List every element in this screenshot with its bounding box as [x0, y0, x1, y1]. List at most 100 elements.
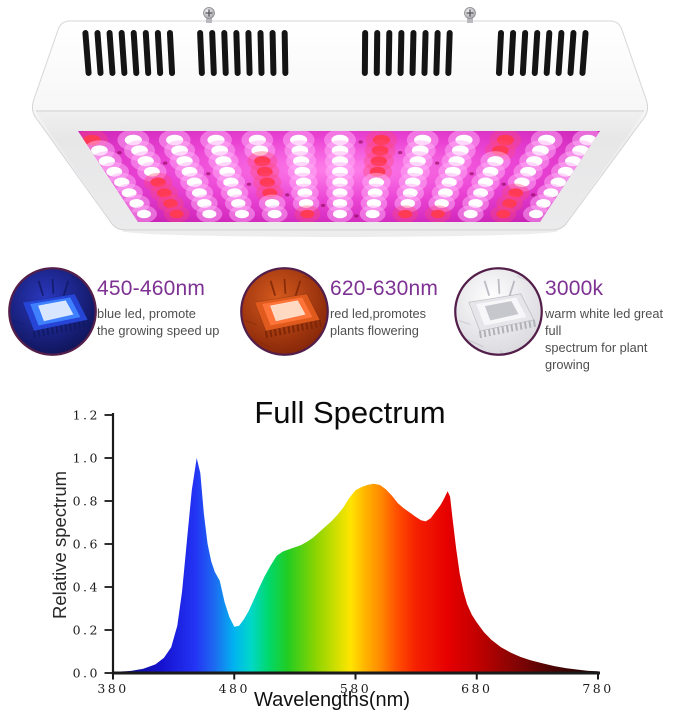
red-led	[169, 209, 184, 219]
red-led	[398, 209, 413, 219]
vent-slot	[221, 30, 229, 76]
x-axis-label: Wavelengths(nm)	[254, 689, 410, 710]
bond-wire	[62, 280, 70, 296]
pcb-trace	[459, 320, 471, 326]
vent-slot	[397, 30, 405, 76]
chip-die	[484, 300, 520, 322]
x-tick-label: 380	[97, 681, 128, 696]
vent-slot	[94, 30, 104, 76]
red-led	[163, 198, 178, 208]
chip-pin	[492, 328, 496, 336]
chip-pin	[37, 329, 41, 338]
vent-slot	[269, 30, 277, 76]
red-led	[259, 177, 275, 188]
x-tick-label: 480	[219, 681, 250, 696]
blue-led-chip-icon	[8, 267, 97, 356]
red-led	[502, 198, 517, 208]
white-led	[143, 166, 160, 177]
vent-slot	[555, 30, 565, 76]
dim-led	[354, 214, 359, 218]
vent-slot	[209, 30, 217, 76]
bond-wire	[37, 280, 45, 296]
pcb-trace	[285, 350, 293, 354]
vent-slot	[130, 30, 140, 76]
chip-pin	[478, 330, 482, 339]
white-led	[251, 145, 269, 156]
vent-slot	[543, 30, 553, 76]
red-led	[370, 156, 387, 167]
vent-slot	[373, 30, 381, 76]
chip-pin	[514, 323, 518, 331]
y-tick-label: 1.2	[73, 408, 100, 423]
feature-line: spectrum for plant growing	[545, 340, 648, 373]
vent-slot	[495, 30, 505, 76]
vent-slot	[106, 30, 116, 76]
chip-pin	[496, 327, 500, 335]
white-led	[333, 209, 347, 219]
bond-wire	[51, 278, 55, 294]
chip-pin	[73, 322, 77, 330]
vent-slot	[445, 30, 453, 76]
chip-pin	[32, 330, 36, 339]
vent-slot	[257, 30, 265, 76]
red-led	[254, 156, 271, 167]
red-led	[431, 209, 445, 219]
red-led	[508, 188, 524, 198]
chart-axes: 0.0 0.2 0.4 0.6 0.8 1.0 1.2 380 480 580 680 780	[73, 408, 612, 697]
vent-slot	[166, 30, 176, 76]
red-led	[372, 134, 390, 146]
chip-die	[38, 300, 74, 322]
dim-led	[434, 161, 440, 165]
vent-slot	[197, 30, 205, 76]
dim-led	[469, 172, 474, 176]
white-led	[463, 209, 478, 219]
vent-slot	[409, 30, 417, 76]
white-led	[514, 177, 530, 188]
chip-pin	[532, 319, 536, 327]
bond-wire	[497, 278, 501, 294]
chip-pin	[291, 325, 295, 333]
chip-pin	[528, 320, 532, 328]
chip-pin	[82, 320, 86, 328]
chip-pin	[77, 321, 81, 329]
dim-led	[162, 161, 168, 165]
vent-slot	[361, 30, 369, 76]
vent-slot	[579, 30, 589, 76]
chip-pin	[64, 324, 68, 332]
chip-pin	[264, 330, 268, 339]
vent-slot	[82, 30, 92, 76]
chip-pin	[287, 326, 291, 334]
chip-pin	[41, 329, 45, 337]
led-array	[78, 131, 600, 222]
red-led	[150, 177, 166, 188]
dim-led	[117, 150, 122, 155]
chip-pin	[519, 322, 523, 330]
bond-wire	[508, 280, 516, 296]
y-tick-label: 0.8	[73, 494, 100, 509]
red-led	[256, 166, 273, 177]
pcb-trace	[13, 320, 25, 326]
chip-art	[459, 275, 539, 354]
pcb-trace	[245, 320, 257, 326]
chip-pin	[273, 329, 277, 337]
red-led	[371, 145, 389, 156]
vent-slot	[433, 30, 441, 76]
chip-pin	[309, 321, 313, 329]
feature-heading: 3000k	[545, 277, 604, 300]
chip-pin	[59, 325, 63, 333]
y-tick-label: 1.0	[73, 451, 100, 466]
feature-line: blue led, promote	[97, 306, 196, 321]
grow-light-product-photo	[31, 7, 649, 237]
spectrum-area	[113, 458, 598, 673]
bond-wire	[283, 278, 287, 294]
dim-led	[531, 193, 536, 197]
chip-pin	[314, 320, 318, 328]
feature-line: the growing speed up	[97, 323, 220, 339]
chip-pin	[269, 329, 273, 338]
white-led	[400, 198, 416, 208]
red-led	[496, 134, 514, 146]
chip-pin	[305, 322, 309, 330]
bond-wire	[294, 280, 302, 296]
chip-pin	[86, 319, 90, 327]
feature-heading: 450-460nm	[97, 277, 206, 300]
